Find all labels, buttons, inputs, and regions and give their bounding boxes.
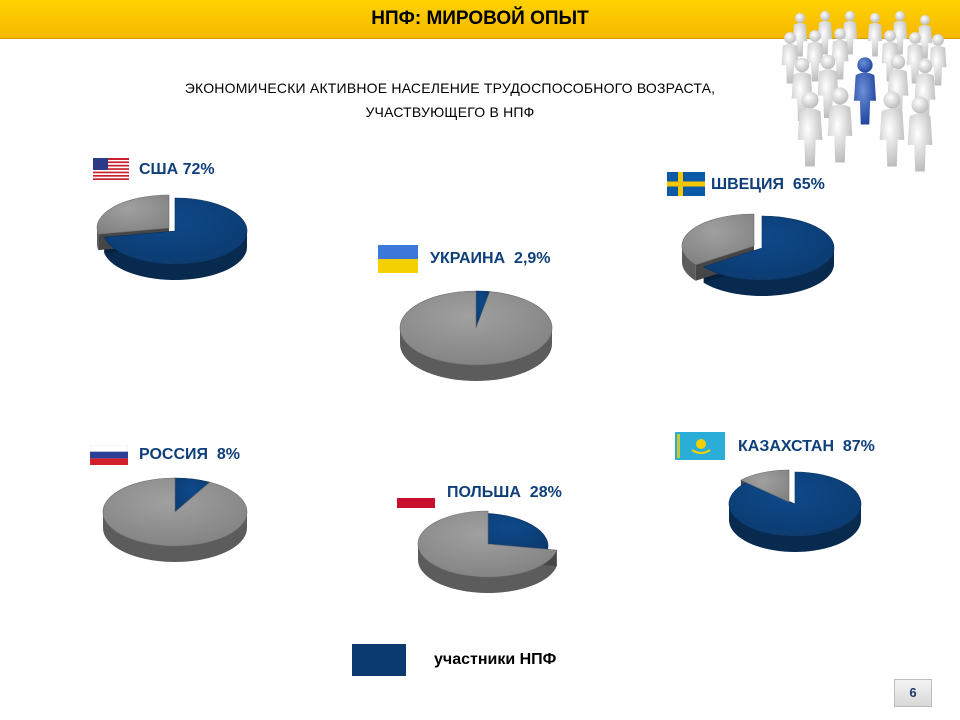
russia-flag-icon [90, 445, 128, 465]
pie-kazakhstan [728, 469, 862, 552]
person-figure [907, 96, 933, 172]
legend-swatch [352, 644, 406, 676]
usa-flag-icon [93, 158, 129, 180]
person-figure [791, 57, 813, 121]
person-figure [914, 58, 936, 122]
pie-sweden [681, 213, 835, 296]
person-figure [827, 87, 853, 163]
slice-others-side [400, 328, 552, 381]
slice-participants-side [729, 504, 861, 552]
legend-label: участники НПФ [434, 651, 557, 668]
pie-poland [417, 510, 558, 593]
subtitle-line-1: ЭКОНОМИЧЕСКИ АКТИВНОЕ НАСЕЛЕНИЕ ТРУДОСПО… [184, 80, 716, 96]
slice-participants [477, 512, 549, 553]
sweden-flag-icon [667, 172, 705, 196]
slice-participants [728, 471, 862, 537]
person-figure [917, 15, 933, 59]
person-figure [879, 91, 905, 167]
label-ukraine: УКРАИНА 2,9% [430, 250, 551, 267]
crowd-illustration [781, 11, 947, 172]
slice-others [96, 194, 170, 235]
ukraine-flag-icon [378, 245, 418, 273]
person-figure [817, 11, 833, 55]
slice-others [740, 469, 790, 503]
page-number: 6 [894, 679, 932, 707]
slice-participants-side [703, 248, 834, 296]
label-usa: США 72% [139, 161, 215, 178]
slice-others-side [418, 544, 557, 593]
person-figure [842, 11, 858, 55]
subtitle-line-2: УЧАСТВУЮЩЕГО В НПФ [365, 104, 535, 120]
label-kazakhstan: КАЗАХСТАН 87% [738, 438, 875, 455]
pie-russia [102, 477, 248, 562]
label-russia: РОССИЯ 8% [139, 446, 241, 463]
pie-usa [96, 194, 248, 280]
page-title: НПФ: МИРОВОЙ ОПЫТ [371, 8, 589, 29]
person-figure [929, 34, 947, 86]
person-figure [792, 13, 808, 57]
person-figure [797, 91, 823, 167]
poland-flag-icon [397, 488, 435, 508]
person-figure [867, 13, 883, 57]
slice-others [399, 290, 553, 366]
label-poland: ПОЛЬША 28% [447, 484, 562, 501]
label-sweden: ШВЕЦИЯ 65% [711, 176, 825, 193]
slice-others-side [103, 512, 247, 562]
person-figure [881, 30, 899, 82]
person-figure [817, 54, 839, 118]
slice-others [102, 477, 248, 547]
slice-others [681, 213, 755, 266]
person-figure [806, 30, 824, 82]
slice-participants [703, 215, 835, 281]
slice-participants [103, 197, 248, 265]
slice-others [417, 510, 558, 578]
pie-ukraine [399, 290, 553, 381]
slice-others-side [682, 246, 696, 281]
person-figure [887, 54, 909, 118]
slice-participants-side [104, 231, 247, 280]
kazakhstan-flag-icon [675, 432, 725, 460]
person-figure [831, 28, 849, 80]
person-figure [892, 11, 908, 55]
person-figure [906, 32, 924, 84]
person-figure [781, 32, 799, 84]
leader-figure [853, 57, 877, 125]
